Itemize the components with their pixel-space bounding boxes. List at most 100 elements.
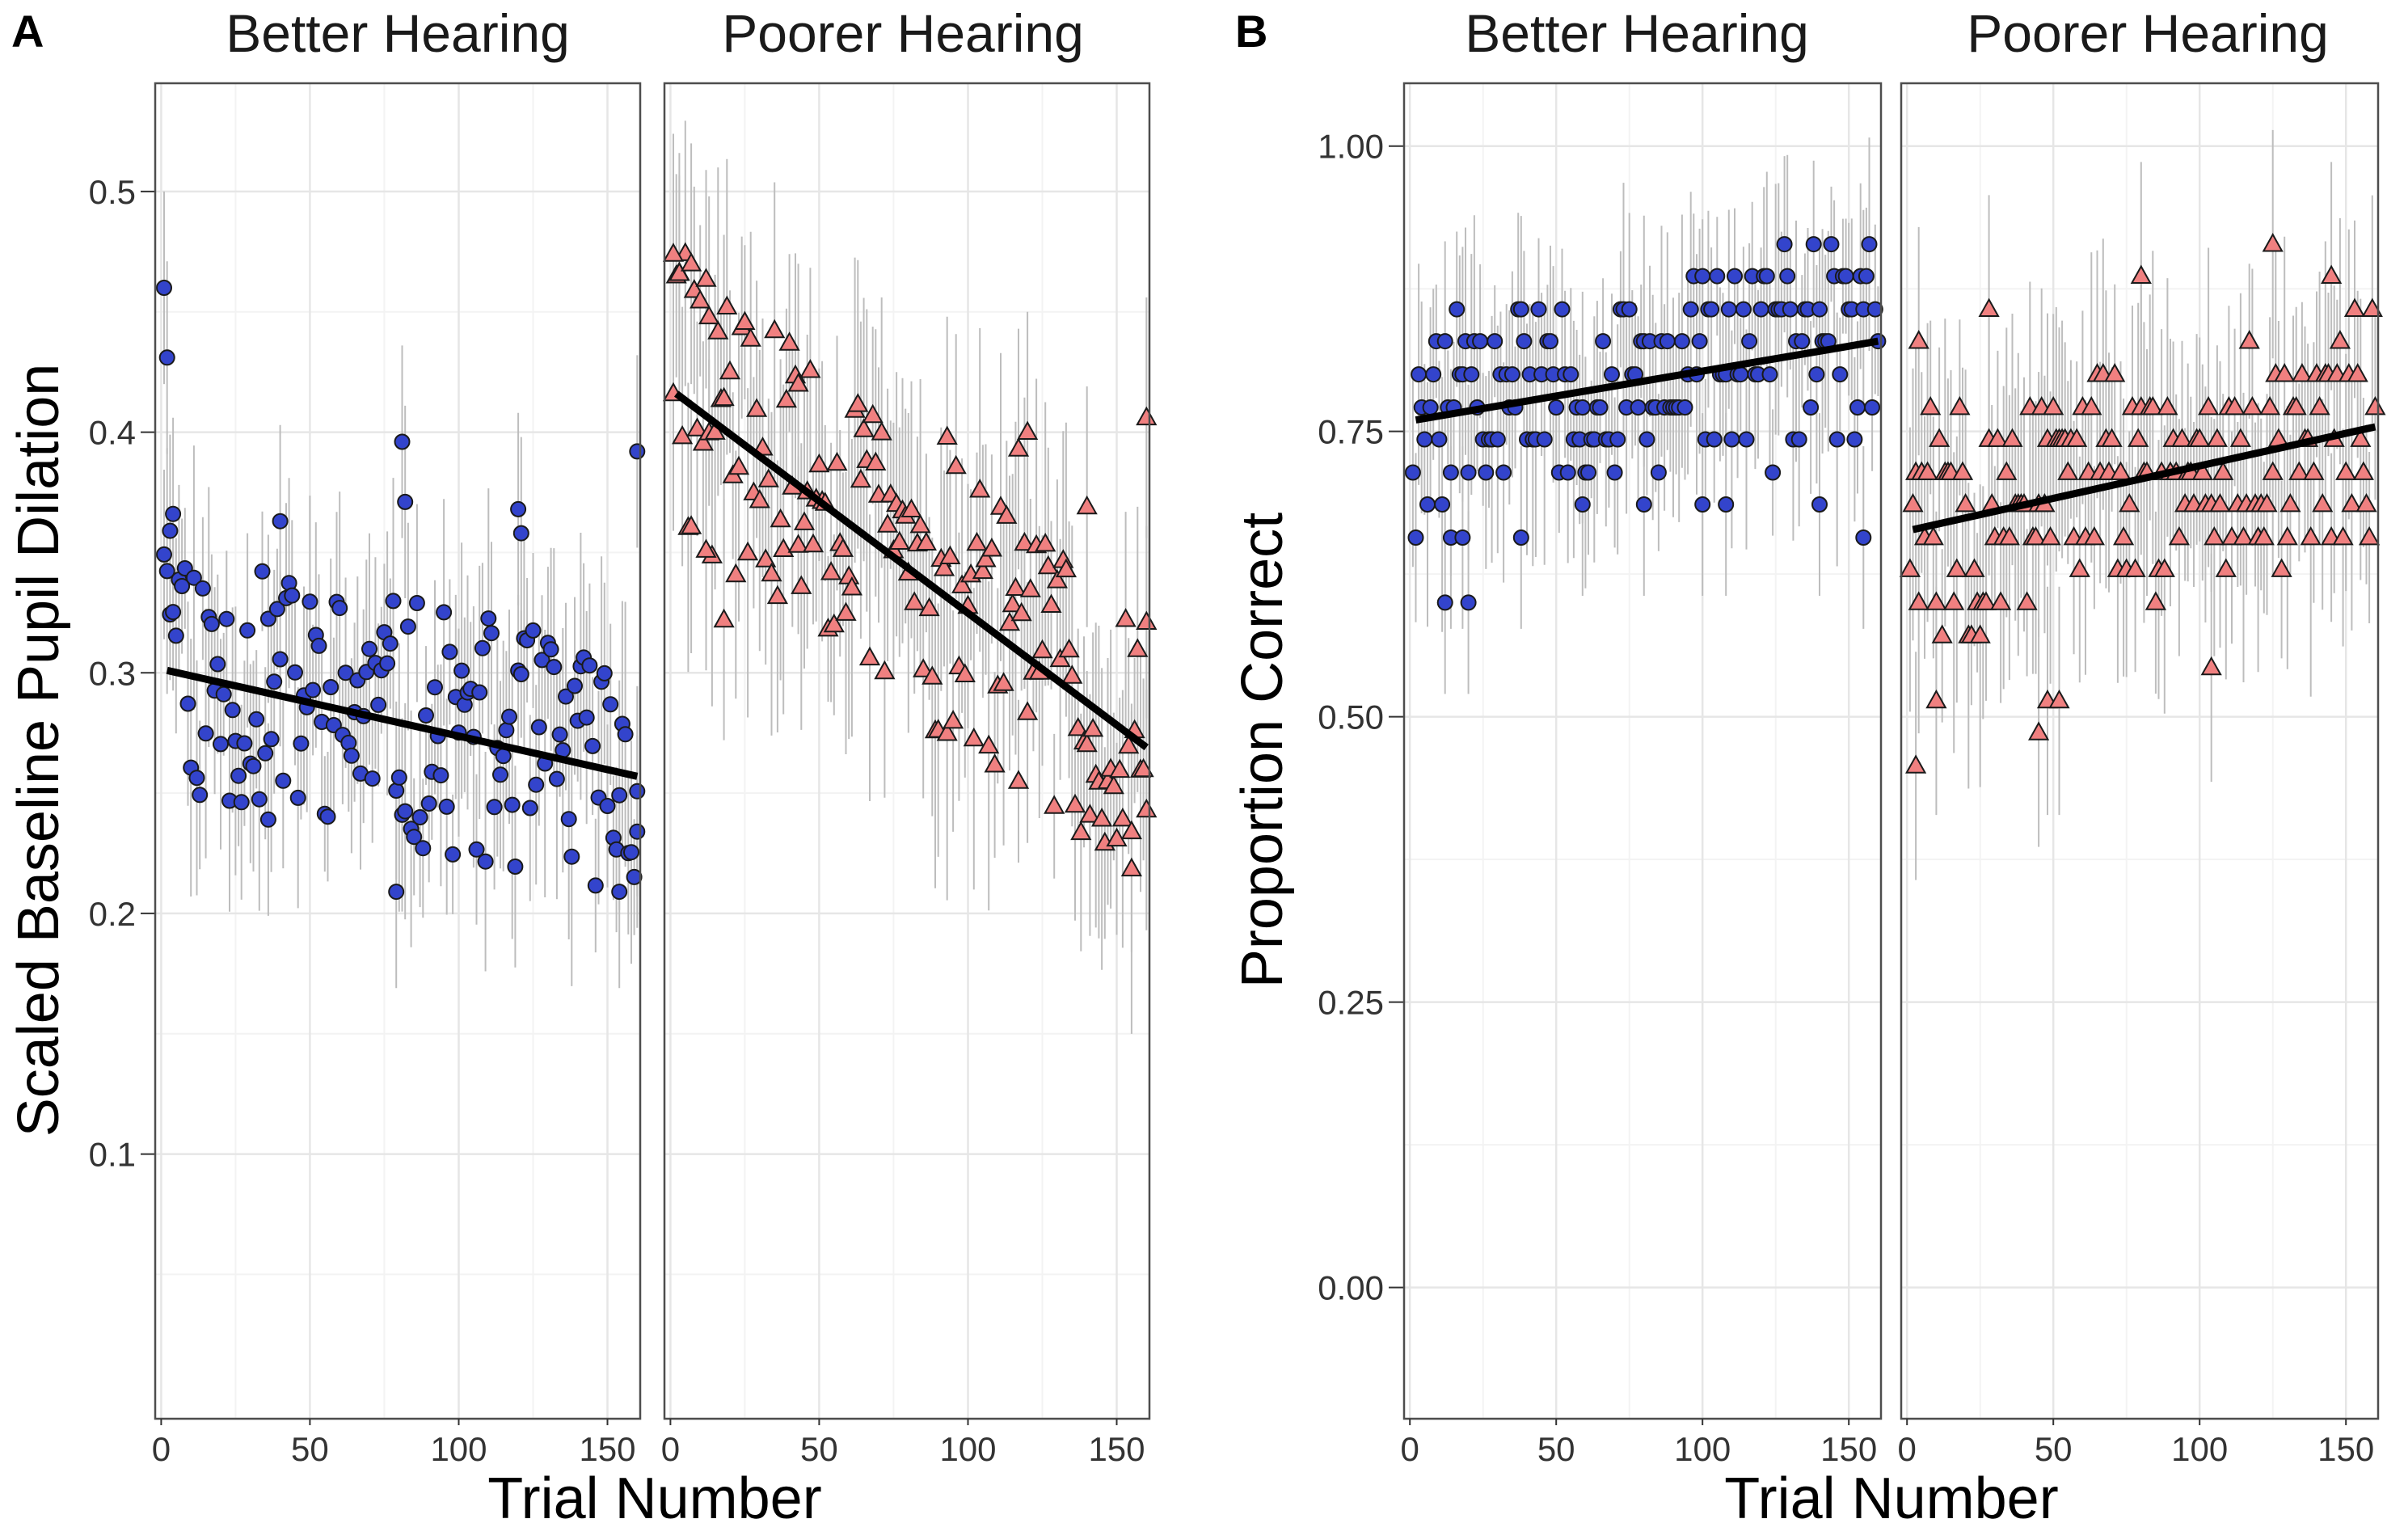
data-point — [918, 597, 940, 617]
data-point — [1925, 689, 1947, 709]
data-point — [853, 418, 875, 437]
data-point — [2242, 395, 2263, 416]
data-point — [680, 252, 702, 272]
data-point — [156, 546, 172, 563]
data-point — [791, 575, 812, 594]
data-point — [969, 479, 991, 498]
fit-line — [1912, 423, 2376, 534]
data-point — [1082, 717, 1104, 737]
data-point — [432, 767, 449, 784]
data-point — [2081, 395, 2102, 416]
x-tick-label: 100 — [939, 1430, 996, 1468]
data-point — [1922, 525, 1944, 546]
x-tick-label: 50 — [291, 1430, 329, 1468]
data-point — [1720, 301, 1737, 318]
data-point — [1109, 758, 1131, 778]
data-point — [1811, 496, 1828, 513]
data-point — [835, 601, 857, 621]
data-point — [1580, 464, 1596, 481]
data-point — [1978, 297, 2000, 317]
data-point — [888, 530, 910, 550]
data-point — [1811, 301, 1828, 318]
data-point — [981, 538, 1003, 557]
data-point — [289, 789, 306, 806]
data-point — [1425, 366, 1442, 383]
data-point — [1103, 774, 1124, 795]
facet-better-hearing-a: Better Hearing 0 50 100 150 — [152, 3, 646, 1468]
data-point — [1031, 639, 1053, 659]
data-point — [2358, 525, 2381, 546]
data-point — [775, 388, 798, 408]
y-tick-label: 0.00 — [1318, 1269, 1384, 1307]
data-point — [1805, 236, 1822, 253]
data-point — [1460, 594, 1477, 611]
data-point — [1005, 576, 1027, 596]
data-point — [411, 809, 428, 825]
data-point — [179, 695, 196, 712]
data-point — [770, 508, 791, 528]
data-point — [1758, 268, 1775, 285]
data-point — [951, 574, 973, 593]
data-point — [1530, 301, 1547, 318]
data-point — [1723, 431, 1740, 448]
data-point — [325, 717, 342, 733]
data-point — [1460, 464, 1477, 481]
data-point — [174, 578, 191, 594]
data-point — [1682, 301, 1699, 318]
panel-border — [154, 82, 642, 1420]
data-point — [1442, 464, 1459, 481]
data-point — [862, 403, 884, 424]
data-point — [1741, 333, 1758, 350]
data-point — [1858, 268, 1875, 285]
y-axis-title-a: Scaled Baseline Pupil Dilation — [6, 364, 71, 1137]
plot-area — [1899, 82, 2386, 1420]
data-point — [399, 618, 416, 635]
panel-letter-a: A — [11, 6, 44, 57]
data-point — [185, 569, 202, 586]
data-point — [626, 868, 643, 885]
data-point — [2168, 525, 2191, 546]
x-axis-title-b: Trial Number — [1724, 1466, 2058, 1531]
data-point — [826, 451, 848, 471]
data-point — [361, 640, 377, 657]
x-tick-label: 0 — [661, 1430, 680, 1468]
data-point — [1574, 496, 1591, 513]
data-point — [662, 243, 685, 262]
data-point — [156, 280, 172, 296]
data-point — [1864, 399, 1881, 416]
data-point — [1794, 333, 1811, 350]
x-tick-label: 150 — [1088, 1430, 1145, 1468]
data-point — [1007, 437, 1030, 457]
strip-label-better-hearing-b: Better Hearing — [1465, 3, 1809, 63]
x-tick-label: 50 — [800, 1430, 838, 1468]
data-point — [548, 770, 565, 787]
x-tick-label: 0 — [1401, 1430, 1419, 1468]
data-point — [1010, 601, 1032, 622]
data-point — [263, 731, 280, 748]
data-point — [2262, 233, 2284, 252]
data-point — [1563, 366, 1579, 383]
x-tick-label: 150 — [2317, 1430, 2374, 1468]
data-point — [1837, 268, 1854, 285]
data-point — [1548, 399, 1565, 416]
data-point — [1738, 431, 1755, 448]
data-point — [2258, 395, 2281, 416]
data-point — [2320, 264, 2343, 284]
data-point — [1416, 431, 1433, 448]
data-point — [587, 877, 604, 894]
data-point — [337, 665, 354, 681]
data-point — [1422, 399, 1439, 416]
y-tick-label: 0.25 — [1318, 984, 1384, 1022]
data-point — [2229, 428, 2252, 447]
data-point — [599, 798, 616, 814]
data-point — [1512, 301, 1529, 318]
data-point — [498, 722, 515, 739]
data-point — [1079, 804, 1101, 823]
data-point — [530, 719, 547, 736]
data-point — [236, 735, 253, 752]
fit-line — [166, 666, 639, 780]
data-point — [1803, 399, 1820, 416]
data-point — [1975, 591, 1997, 610]
data-point — [1866, 301, 1883, 318]
data-point — [823, 613, 845, 633]
